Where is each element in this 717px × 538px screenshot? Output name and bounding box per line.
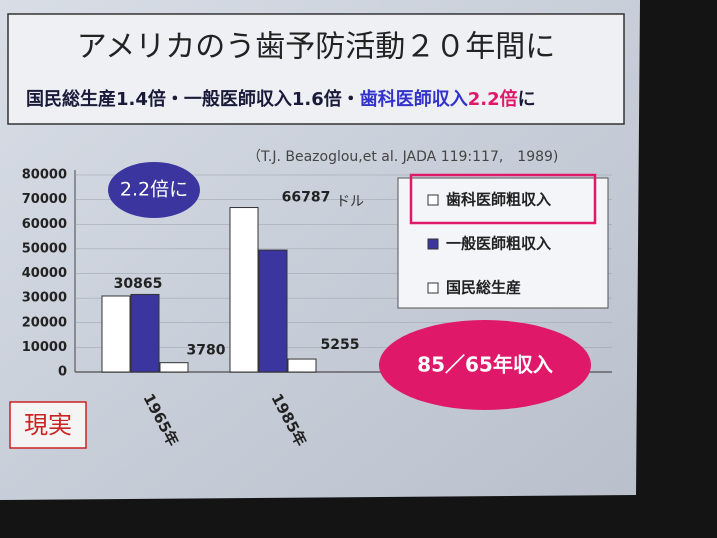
reality-box	[9, 401, 87, 449]
ratio-callout	[108, 162, 200, 218]
bar	[229, 207, 259, 373]
subtitle: 国民総生産1.4倍・一般医師収入1.6倍・歯科医師収入2.2倍に	[26, 88, 536, 110]
period-callout-text: 85／65年収入	[417, 353, 553, 377]
y-tick-label: 80000	[22, 168, 67, 183]
y-tick-label: 0	[58, 365, 67, 380]
bar	[258, 249, 288, 373]
y-tick-label: 50000	[22, 241, 67, 256]
y-tick-label: 40000	[22, 266, 67, 281]
bar	[130, 293, 160, 373]
bar	[101, 295, 131, 373]
subtitle-part: 国民総生産1.4倍・一般医師収入1.6倍・	[26, 88, 360, 110]
ratio-callout-text: 2.2倍に	[120, 179, 188, 201]
chart-title: アメリカのう歯予防活動２０年間に	[77, 30, 556, 65]
legend-swatch	[427, 238, 439, 250]
data-label: 30865	[114, 276, 163, 292]
y-tick-label: 10000	[22, 340, 67, 355]
bar	[287, 358, 317, 373]
subtitle-part: 2.2倍	[468, 88, 518, 110]
data-label: 3780	[187, 343, 226, 359]
period-callout	[379, 320, 591, 410]
legend-swatch	[427, 194, 439, 206]
subtitle-part: 歯科医師収入	[360, 88, 468, 110]
legend-swatch	[427, 282, 439, 294]
y-tick-label: 70000	[22, 192, 67, 207]
data-label: 66787	[282, 190, 331, 206]
citation: （T.J. Beazoglou,et al. JADA 119:117, 198…	[247, 149, 558, 165]
y-tick-label: 60000	[22, 217, 67, 232]
title-box	[7, 13, 625, 125]
reality-label: 現実	[24, 411, 72, 439]
subtitle-part: に	[518, 89, 536, 110]
legend-label: 国民総生産	[446, 279, 521, 297]
legend-label: 歯科医師粗収入	[446, 191, 551, 209]
y-tick-label: 20000	[22, 315, 67, 330]
y-tick-label: 30000	[22, 291, 67, 306]
legend-label: 一般医師粗収入	[446, 235, 551, 253]
plot: 0 10000 20000 30000 40000 50000 60000 70000 8000…	[22, 168, 612, 449]
unit-label: ドル	[336, 194, 364, 210]
legend-highlight	[409, 173, 597, 225]
data-label: 5255	[321, 337, 360, 353]
bar	[159, 362, 189, 373]
